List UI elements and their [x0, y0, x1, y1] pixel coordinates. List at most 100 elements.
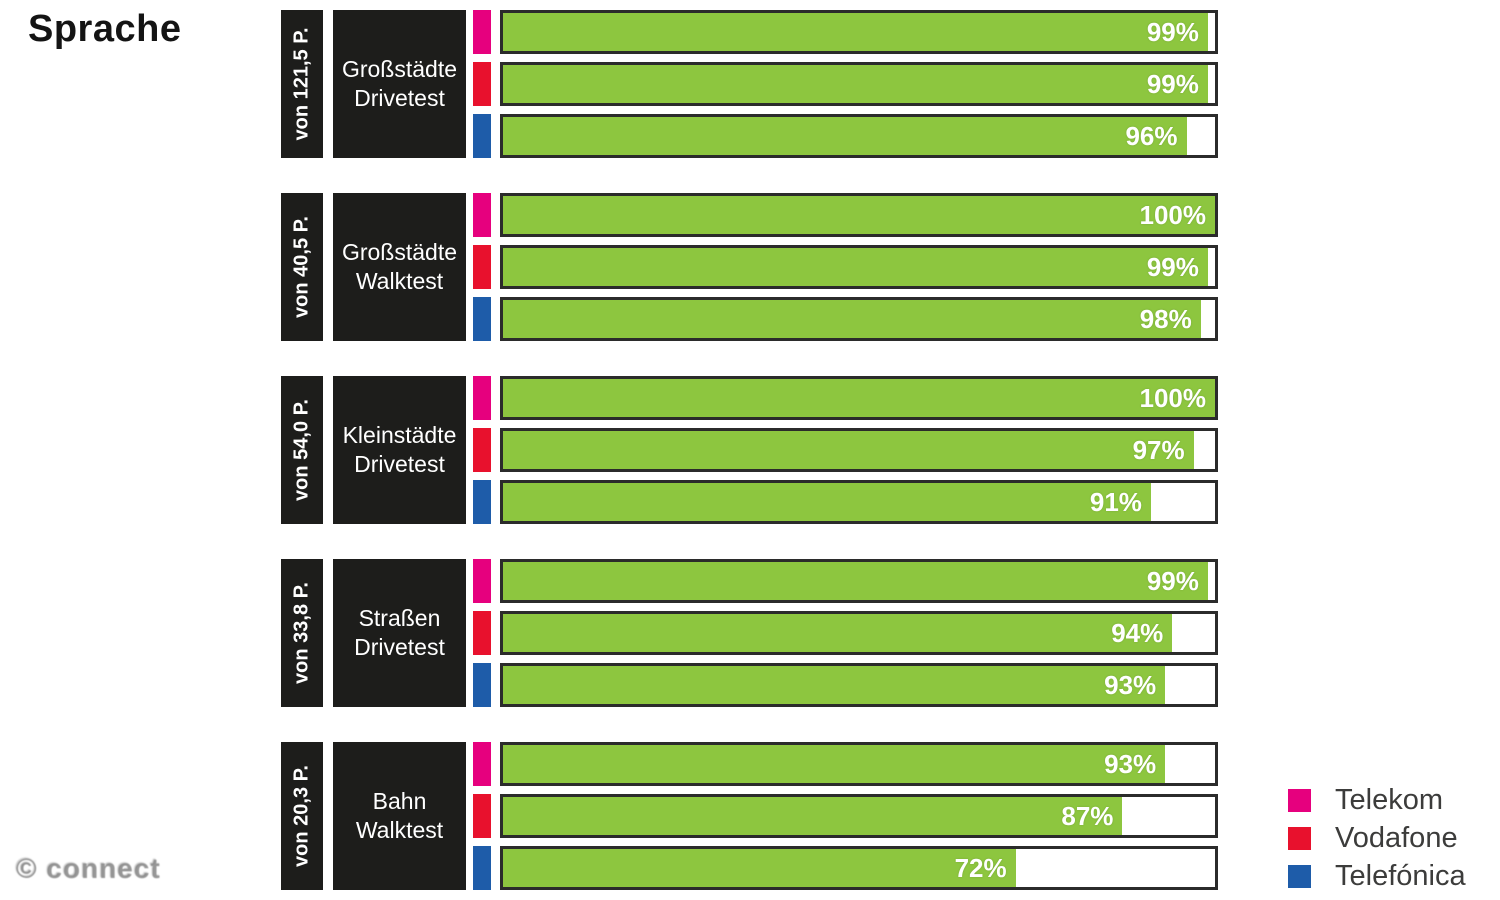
category-box: Kleinstädte Drivetest	[333, 376, 466, 524]
legend-row-telekom: Telekom	[1288, 781, 1466, 819]
bar-value-label: 99%	[1146, 566, 1199, 596]
telef-nica-marker-icon	[473, 297, 491, 341]
bar-track: 99%	[500, 559, 1218, 603]
bar-value-label: 87%	[1061, 801, 1114, 831]
max-points-box: von 40,5 P.	[281, 193, 323, 341]
telekom-marker-icon	[473, 376, 491, 420]
bar-track: 93%	[500, 663, 1218, 707]
category-box: Großstädte Drivetest	[333, 10, 466, 158]
bar-fill: 93%	[503, 666, 1166, 704]
bar-row-telef-nica: 96%	[473, 114, 1218, 158]
vodafone-swatch-icon	[1288, 826, 1311, 850]
connect-watermark: © connect	[16, 853, 161, 884]
legend-row-telefonica: Telefónica	[1288, 857, 1466, 895]
bar-row-telef-nica: 72%	[473, 846, 1218, 890]
telef-nica-marker-icon	[473, 114, 491, 158]
bar-value-label: 93%	[1104, 670, 1157, 700]
max-points-box: von 54,0 P.	[281, 376, 323, 524]
bar-value-label: 93%	[1104, 749, 1157, 779]
bar-row-vodafone: 94%	[473, 611, 1218, 655]
category-label: Walktest	[355, 268, 444, 294]
page-title: Sprache	[28, 8, 182, 50]
bar-value-label: 96%	[1125, 121, 1178, 151]
max-points-label: von 33,8 P.	[290, 582, 313, 684]
max-points-label: von 121,5 P.	[290, 27, 313, 141]
test-group-gro-st-dte-walktest: von 40,5 P. Großstädte Walktest 100% 99% 98%	[0, 193, 1500, 341]
vodafone-marker-icon	[473, 62, 491, 106]
bar-track: 99%	[500, 245, 1218, 289]
category-label: Großstädte	[341, 239, 458, 266]
telef-nica-marker-icon	[473, 663, 491, 707]
bar-fill: 72%	[503, 849, 1016, 887]
category-box: Bahn Walktest	[333, 742, 466, 890]
legend-row-vodafone: Vodafone	[1288, 819, 1466, 857]
vodafone-marker-icon	[473, 794, 491, 838]
bar-row-vodafone: 87%	[473, 794, 1218, 838]
telekom-marker-icon	[473, 559, 491, 603]
bar-track: 100%	[500, 193, 1218, 237]
telekom-marker-icon	[473, 10, 491, 54]
vodafone-marker-icon	[473, 611, 491, 655]
max-points-box: von 33,8 P.	[281, 559, 323, 707]
bar-row-vodafone: 99%	[473, 62, 1218, 106]
bar-fill: 99%	[503, 562, 1208, 600]
category-box: Großstädte Walktest	[333, 193, 466, 341]
telef-nica-marker-icon	[473, 480, 491, 524]
bar-fill: 99%	[503, 13, 1208, 51]
bar-value-label: 99%	[1146, 17, 1199, 47]
bar-track: 87%	[500, 794, 1218, 838]
category-label: Straßen	[358, 605, 441, 632]
telekom-marker-icon	[473, 742, 491, 786]
legend: Telekom Vodafone Telefónica	[1288, 781, 1466, 895]
category-label: Kleinstädte	[342, 422, 457, 449]
max-points-label: von 40,5 P.	[290, 216, 313, 318]
bar-fill: 96%	[503, 117, 1187, 155]
bar-row-telef-nica: 91%	[473, 480, 1218, 524]
bar-row-telekom: 100%	[473, 193, 1218, 237]
test-group-stra-en-drivetest: von 33,8 P. Straßen Drivetest 99% 94% 93%	[0, 559, 1500, 707]
max-points-label: von 20,3 P.	[290, 765, 313, 867]
bar-row-vodafone: 97%	[473, 428, 1218, 472]
category-label: Drivetest	[354, 451, 445, 477]
bar-fill: 87%	[503, 797, 1123, 835]
bar-value-label: 99%	[1146, 69, 1199, 99]
telekom-marker-icon	[473, 193, 491, 237]
bar-row-telef-nica: 98%	[473, 297, 1218, 341]
category-label: Drivetest	[354, 85, 445, 111]
bar-value-label: 94%	[1111, 618, 1164, 648]
bar-fill: 100%	[503, 379, 1215, 417]
bar-fill: 100%	[503, 196, 1215, 234]
bar-track: 99%	[500, 10, 1218, 54]
telekom-swatch-icon	[1288, 788, 1311, 812]
test-group-gro-st-dte-drivetest: von 121,5 P. Großstädte Drivetest 99% 99% 96%	[0, 10, 1500, 158]
telefonica-swatch-icon	[1288, 864, 1311, 888]
bar-track: 100%	[500, 376, 1218, 420]
bar-value-label: 98%	[1139, 304, 1192, 334]
bar-row-telekom: 100%	[473, 376, 1218, 420]
bar-track: 99%	[500, 62, 1218, 106]
bar-value-label: 91%	[1089, 487, 1142, 517]
category-label: Drivetest	[354, 634, 445, 660]
test-group-bahn-walktest: von 20,3 P. Bahn Walktest 93% 87% 72%	[0, 742, 1500, 890]
bar-fill: 91%	[503, 483, 1151, 521]
legend-label: Telefónica	[1335, 859, 1466, 892]
bar-row-telekom: 93%	[473, 742, 1218, 786]
bar-fill: 99%	[503, 65, 1208, 103]
bar-track: 91%	[500, 480, 1218, 524]
bar-fill: 98%	[503, 300, 1201, 338]
max-points-box: von 20,3 P.	[281, 742, 323, 890]
legend-label: Vodafone	[1335, 821, 1458, 854]
bar-track: 97%	[500, 428, 1218, 472]
bar-row-telekom: 99%	[473, 10, 1218, 54]
bar-value-label: 100%	[1139, 383, 1207, 413]
bar-track: 96%	[500, 114, 1218, 158]
bar-track: 94%	[500, 611, 1218, 655]
bar-fill: 94%	[503, 614, 1173, 652]
category-box: Straßen Drivetest	[333, 559, 466, 707]
bar-value-label: 100%	[1139, 200, 1207, 230]
max-points-box: von 121,5 P.	[281, 10, 323, 158]
bar-row-telekom: 99%	[473, 559, 1218, 603]
category-label: Bahn	[372, 788, 427, 815]
test-group-kleinst-dte-drivetest: von 54,0 P. Kleinstädte Drivetest 100% 97% 91…	[0, 376, 1500, 524]
